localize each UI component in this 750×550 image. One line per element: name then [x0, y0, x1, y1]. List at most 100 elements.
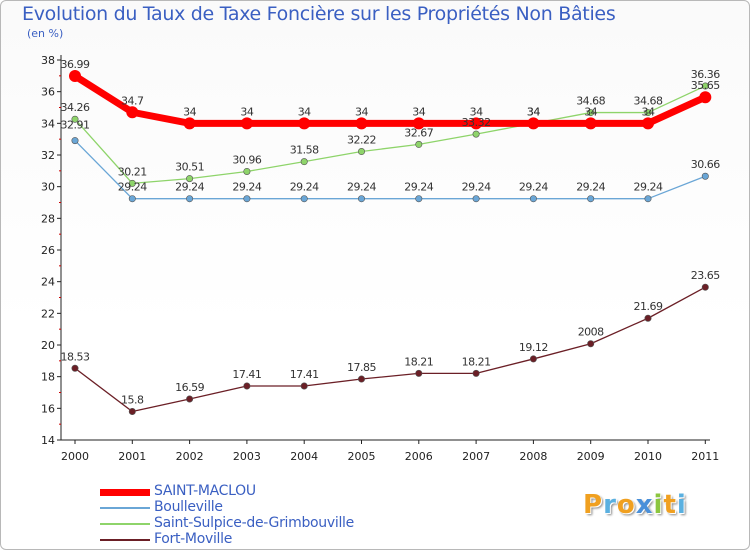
data-label: 34 — [183, 105, 196, 118]
x-tick-label: 2008 — [519, 450, 547, 463]
x-tick-label: 2000 — [61, 450, 89, 463]
proxiti-logo: Proxiti — [583, 490, 687, 520]
data-point — [128, 195, 136, 203]
legend-label: Fort-Moville — [154, 531, 233, 547]
y-axis-unit: (en %) — [27, 27, 64, 40]
data-point — [243, 195, 251, 203]
series-line-saint-maclou — [71, 72, 709, 127]
y-tick-label: 28 — [41, 212, 55, 225]
logo-letter: i — [676, 490, 687, 520]
data-point — [183, 117, 196, 130]
data-label: 34 — [527, 105, 540, 118]
data-point — [126, 106, 139, 119]
data-point — [527, 117, 540, 130]
legend-swatch — [100, 523, 150, 525]
legend-label: SAINT-MACLOU — [154, 483, 256, 499]
legend-swatch — [100, 507, 150, 509]
data-point — [472, 130, 480, 138]
y-tick-label: 30 — [41, 181, 55, 194]
data-label: 30.51 — [175, 161, 204, 174]
data-point — [128, 407, 136, 415]
data-point — [71, 137, 79, 145]
data-point — [71, 115, 79, 123]
data-label: 34.7 — [121, 94, 144, 107]
data-label: 29.24 — [576, 181, 605, 194]
data-label: 36.36 — [691, 68, 720, 81]
data-label: 34.68 — [576, 95, 605, 108]
data-label: 35.65 — [691, 79, 720, 92]
data-label: 29.24 — [290, 181, 319, 194]
data-point — [412, 117, 425, 130]
data-label: 29.24 — [462, 181, 491, 194]
data-point — [584, 117, 597, 130]
data-label: 29.24 — [175, 181, 204, 194]
series-line-boulleville — [74, 139, 706, 200]
data-label: 2008 — [578, 326, 604, 339]
data-label: 30.96 — [232, 153, 261, 166]
data-point — [642, 117, 654, 130]
logo-letter: x — [635, 490, 654, 520]
data-label: 23.65 — [691, 269, 720, 282]
data-point — [355, 117, 368, 130]
y-tick-label: 32 — [41, 149, 55, 162]
data-point — [300, 195, 308, 203]
data-label: 34.26 — [61, 101, 90, 114]
series-line-saint-sulpice-de-grimbouville — [74, 85, 706, 184]
data-point — [415, 195, 423, 203]
data-label: 34 — [355, 105, 368, 118]
x-tick-label: 2009 — [577, 450, 605, 463]
data-point — [701, 172, 709, 180]
data-point — [644, 314, 652, 322]
data-label: 17.85 — [347, 361, 376, 374]
y-tick-label: 18 — [41, 371, 55, 384]
x-tick-label: 2011 — [691, 450, 719, 463]
y-tick-label: 26 — [41, 244, 55, 257]
logo-letter: r — [603, 490, 617, 520]
data-point — [357, 375, 365, 383]
data-label: 31.58 — [290, 144, 319, 157]
logo-letter: i — [653, 490, 664, 520]
x-tick-label: 2010 — [634, 450, 662, 463]
data-point — [186, 395, 194, 403]
data-point — [587, 195, 595, 203]
data-label: 34 — [642, 105, 655, 118]
data-point — [644, 195, 652, 203]
data-label: 36.99 — [61, 58, 90, 71]
x-tick-label: 2001 — [118, 450, 146, 463]
data-label: 17.41 — [290, 368, 319, 381]
chart-title: Evolution du Taux de Taxe Foncière sur l… — [22, 3, 616, 25]
x-tick-label: 2007 — [462, 450, 490, 463]
data-point — [71, 364, 79, 372]
legend-swatch — [100, 488, 150, 496]
data-point — [415, 140, 423, 148]
data-label: 32.22 — [347, 134, 376, 147]
data-label: 34 — [527, 105, 540, 118]
data-point — [243, 382, 251, 390]
y-tick-label: 20 — [41, 339, 55, 352]
data-point — [240, 117, 253, 130]
data-point — [529, 195, 537, 203]
data-label: 33.32 — [462, 116, 491, 129]
data-point — [415, 369, 423, 377]
legend-label: Saint-Sulpice-de-Grimbouville — [154, 515, 354, 531]
y-tick-label: 34 — [41, 117, 55, 130]
data-point — [472, 369, 480, 377]
legend-swatch — [100, 539, 150, 541]
logo-letter: o — [616, 490, 636, 520]
data-point — [472, 195, 480, 203]
data-label: 34 — [470, 105, 483, 118]
data-point — [470, 117, 483, 130]
y-tick-label: 36 — [41, 86, 55, 99]
y-tick-label: 38 — [41, 54, 55, 67]
series-line-fort-moville — [74, 286, 706, 413]
data-point — [357, 195, 365, 203]
data-point — [300, 158, 308, 166]
data-point — [300, 382, 308, 390]
data-label: 16.59 — [175, 381, 204, 394]
data-label: 17.41 — [232, 368, 261, 381]
data-point — [186, 195, 194, 203]
data-point — [529, 355, 537, 363]
data-label: 29.24 — [404, 181, 433, 194]
